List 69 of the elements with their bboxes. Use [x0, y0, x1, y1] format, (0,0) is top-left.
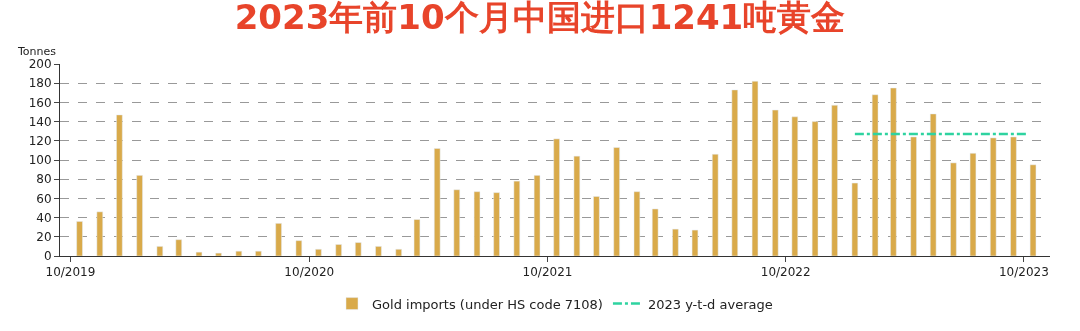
bar	[413, 219, 421, 256]
x-tick-label: 10/2020	[284, 265, 335, 280]
y-tick-label: 180	[28, 76, 52, 91]
bar	[633, 191, 641, 256]
bar	[375, 246, 382, 256]
bar	[871, 94, 879, 256]
bar	[1010, 136, 1017, 256]
y-tick-label: 20	[36, 230, 52, 244]
bar	[930, 113, 937, 256]
bar	[990, 137, 997, 256]
bar	[553, 138, 560, 256]
bar	[593, 196, 600, 256]
y-tick-label: 80	[36, 172, 52, 187]
bar	[136, 175, 143, 256]
y-tick-label: 0	[43, 249, 52, 264]
y-tick-label: 120	[28, 134, 52, 148]
bar	[395, 249, 402, 256]
y-tick-label: 140	[28, 114, 52, 129]
bar	[672, 228, 679, 256]
legend-label: Gold imports (under HS code 7108)	[372, 296, 603, 312]
x-tick-label: 10/2019	[45, 265, 96, 280]
bar	[969, 153, 977, 256]
x-tick-label: 10/2023	[998, 265, 1049, 280]
bar	[950, 162, 957, 256]
bar	[255, 250, 262, 256]
bar	[215, 252, 222, 256]
bar	[335, 244, 342, 256]
bar	[355, 242, 362, 256]
y-tick-label: 60	[36, 191, 52, 206]
bar	[434, 148, 441, 256]
x-tick-label: 10/2022	[760, 265, 811, 280]
bar	[651, 208, 659, 256]
bar	[235, 250, 242, 256]
y-tick-label: 200	[28, 57, 52, 72]
bar	[831, 105, 838, 256]
bar	[691, 229, 699, 256]
bar	[76, 221, 83, 256]
bar	[910, 136, 917, 256]
bar	[513, 180, 521, 256]
bar	[453, 189, 460, 256]
bar	[175, 239, 182, 256]
bar	[295, 240, 303, 256]
legend-label: 2023 y-t-d average	[647, 296, 773, 312]
chart-title: 2023年前10个月中国进口1241吨黄金	[234, 0, 846, 37]
bar	[851, 182, 859, 256]
bar	[751, 81, 759, 256]
bar	[731, 89, 738, 256]
bar	[573, 155, 581, 256]
bar	[96, 211, 103, 256]
bar	[493, 192, 500, 256]
bar	[772, 109, 779, 256]
bar	[712, 153, 719, 256]
bar	[116, 114, 123, 256]
bar	[890, 87, 897, 256]
bar	[473, 191, 481, 256]
x-tick-label: 10/2021	[522, 265, 573, 280]
y-tick-label: 160	[28, 95, 52, 110]
y-axis-title: Tonnes	[17, 45, 57, 58]
y-tick-label: 40	[36, 210, 52, 225]
bar	[195, 251, 203, 256]
bar	[811, 121, 819, 256]
bar	[1029, 164, 1037, 256]
bar	[533, 175, 541, 256]
bar	[156, 246, 164, 256]
bar	[275, 223, 282, 256]
y-tick-label: 100	[28, 153, 52, 168]
bar	[791, 116, 799, 256]
bar	[613, 147, 620, 256]
bar	[315, 249, 322, 256]
